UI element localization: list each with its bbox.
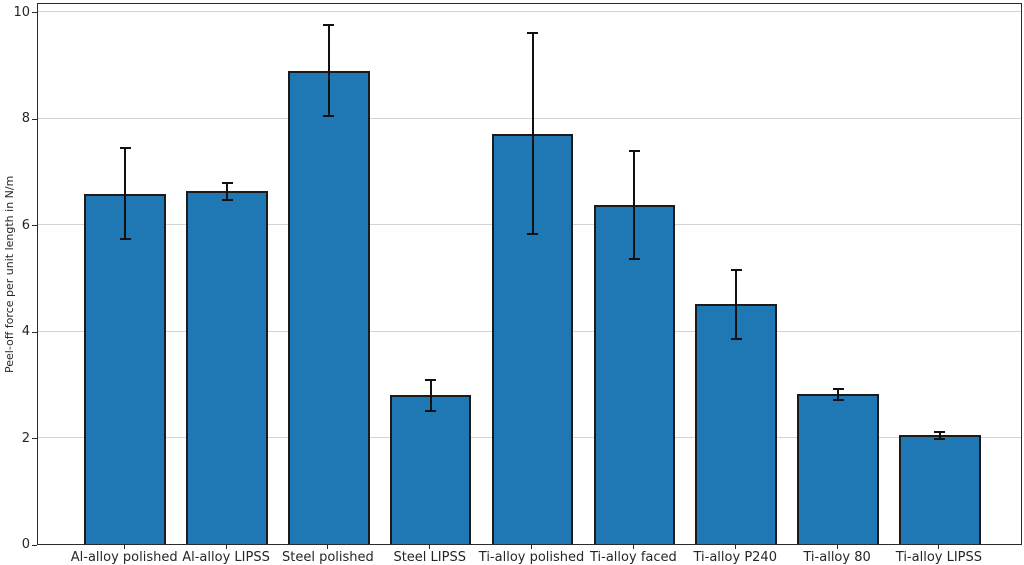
x-tick-label: Steel polished	[281, 550, 374, 565]
error-bar	[633, 151, 636, 259]
x-tick-label: Ti-alloy polished	[478, 550, 585, 565]
y-tick-mark	[32, 12, 37, 14]
y-tick-label: 6	[21, 217, 30, 233]
error-bar	[735, 269, 738, 340]
error-bar-cap	[119, 147, 131, 150]
error-bar-cap	[934, 438, 946, 441]
error-bar	[837, 388, 840, 401]
bar	[797, 394, 879, 544]
error-bar	[327, 24, 330, 117]
x-tick-label: Ti-alloy faced	[590, 550, 677, 565]
y-axis-label: Peel-off force per unit length in N/m	[3, 175, 16, 373]
y-tick-mark	[32, 225, 37, 227]
error-bar-cap	[425, 379, 437, 382]
error-bar-cap	[730, 268, 742, 271]
error-bar-cap	[934, 430, 946, 433]
bar	[695, 304, 777, 544]
bar	[186, 191, 268, 544]
x-tick-label: Al-alloy polished	[70, 550, 178, 565]
x-tick-label: Ti-alloy P240	[693, 550, 777, 565]
error-bar-cap	[527, 232, 539, 235]
x-tick-mark	[938, 545, 940, 549]
error-bar-cap	[628, 257, 640, 260]
x-tick-mark	[531, 545, 533, 549]
error-bar	[531, 33, 534, 234]
plot-area	[37, 3, 1022, 545]
x-tick-label: Ti-alloy 80	[803, 550, 871, 565]
x-tick-mark	[734, 545, 736, 549]
x-tick-mark	[327, 545, 329, 549]
x-tick-mark	[429, 545, 431, 549]
error-bar	[938, 431, 941, 440]
y-tick-mark	[32, 118, 37, 120]
y-tick-label: 4	[21, 324, 30, 340]
x-tick-mark	[632, 545, 634, 549]
bar	[84, 193, 166, 544]
y-tick-mark	[32, 438, 37, 440]
error-bar	[124, 148, 127, 239]
x-tick-mark	[123, 545, 125, 549]
error-bar-cap	[221, 198, 233, 201]
error-bar	[429, 380, 432, 411]
x-tick-mark	[836, 545, 838, 549]
error-bar-cap	[832, 387, 844, 390]
error-bar-cap	[527, 32, 539, 35]
x-tick-label: Al-alloy LIPSS	[182, 550, 270, 565]
y-tick-label: 8	[21, 111, 30, 127]
error-bar-cap	[730, 338, 742, 341]
error-bar-cap	[221, 181, 233, 184]
x-tick-label: Steel LIPSS	[393, 550, 466, 565]
error-bar-cap	[425, 409, 437, 412]
x-tick-label: Ti-alloy LIPSS	[895, 550, 983, 565]
bar	[593, 204, 676, 544]
bar	[389, 395, 472, 544]
gridline	[38, 11, 1021, 13]
y-tick-label: 0	[21, 537, 30, 552]
error-bar	[226, 182, 229, 200]
error-bar-cap	[119, 237, 131, 240]
error-bar-cap	[323, 23, 335, 26]
x-tick-mark	[225, 545, 227, 549]
y-tick-label: 10	[13, 4, 30, 20]
bar	[288, 70, 370, 544]
y-tick-mark	[32, 544, 37, 546]
bar	[899, 435, 981, 544]
gridline	[38, 117, 1021, 119]
error-bar-cap	[323, 115, 335, 118]
y-tick-mark	[32, 331, 37, 333]
y-tick-label: 2	[21, 430, 30, 446]
error-bar-cap	[628, 150, 640, 153]
error-bar-cap	[832, 399, 844, 402]
